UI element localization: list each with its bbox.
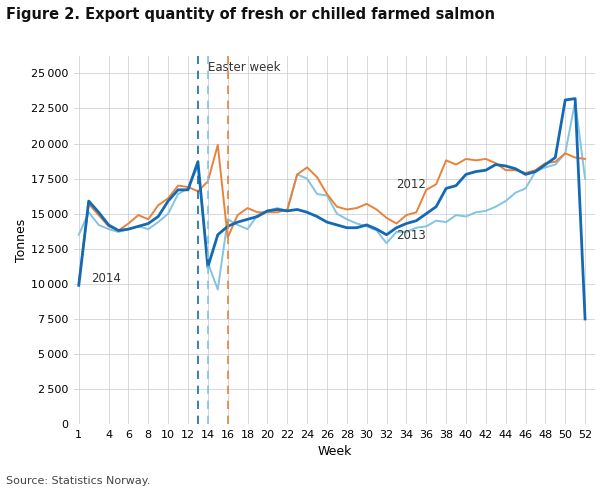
Y-axis label: Tonnes: Tonnes xyxy=(15,219,28,262)
Text: 2013: 2013 xyxy=(396,229,426,242)
Text: 2014: 2014 xyxy=(91,272,121,285)
Text: Figure 2. Export quantity of fresh or chilled farmed salmon: Figure 2. Export quantity of fresh or ch… xyxy=(6,7,495,22)
Text: 2012: 2012 xyxy=(396,179,426,191)
X-axis label: Week: Week xyxy=(317,446,351,458)
Text: Easter week: Easter week xyxy=(208,61,281,74)
Text: Source: Statistics Norway.: Source: Statistics Norway. xyxy=(6,476,151,486)
